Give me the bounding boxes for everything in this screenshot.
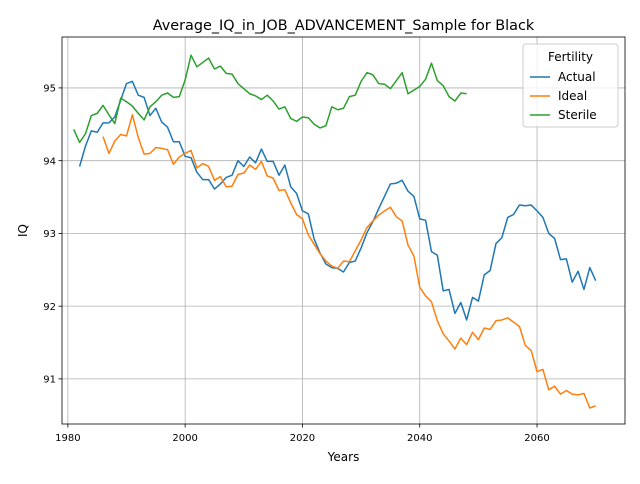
legend-label-actual: Actual [558,70,596,84]
legend-label-sterile: Sterile [558,108,597,122]
y-tick-label: 94 [43,156,56,167]
y-tick-label: 92 [43,302,56,313]
series-lines [73,54,597,409]
legend-box [522,43,619,128]
legend-items: Actual Ideal Sterile [530,70,597,122]
legend-title: Fertility [548,50,593,64]
series-line-sterile [73,54,467,144]
y-tick-label: 95 [43,84,56,95]
y-tick-label: 91 [43,374,56,385]
y-tick-label: 93 [43,229,56,240]
legend-label-ideal: Ideal [558,89,587,103]
x-tick-label: 1980 [55,433,80,444]
legend: Fertility Actual Ideal Sterile [522,43,619,128]
y-axis-label: IQ [16,224,30,237]
chart-title: Average_IQ_in_JOB_ADVANCEMENT_Sample for… [153,18,535,34]
x-tick-label: 2040 [407,433,432,444]
x-tick-label: 2020 [290,433,315,444]
x-tick-label: 2060 [524,433,549,444]
x-tick-label: 2000 [172,433,197,444]
plot-area-frame [61,36,626,425]
x-axis-label: Years [327,450,360,464]
axis-ticks: 1980 2000 2020 2040 2060 91 92 93 94 95 [43,84,549,444]
series-line-ideal [102,114,596,409]
